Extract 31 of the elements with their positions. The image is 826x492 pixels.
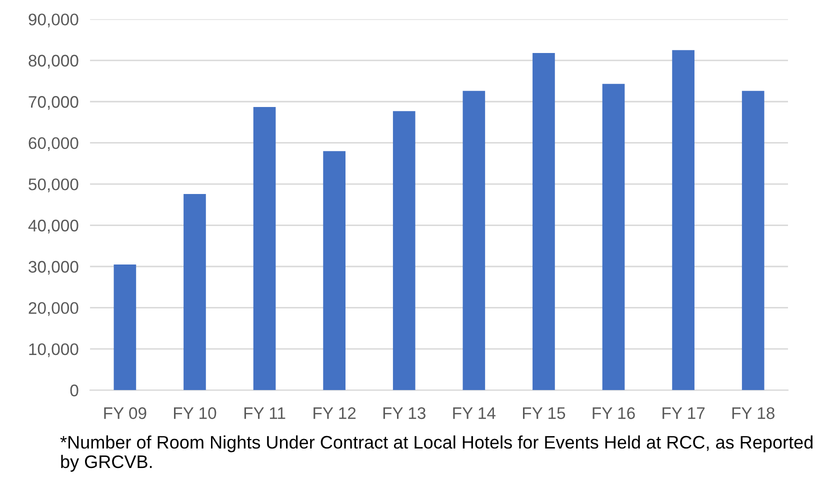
- y-tick-label: 60,000: [28, 137, 78, 152]
- x-tick-label: FY 12: [314, 407, 356, 419]
- y-tick-label: 50,000: [28, 178, 78, 192]
- bar: [253, 106, 276, 390]
- x-tick-label: FY 11: [244, 407, 286, 419]
- x-tick-label: FY 15: [522, 407, 566, 420]
- y-tick-label: 80,000: [28, 54, 78, 69]
- y-tick-label: 10,000: [29, 343, 78, 358]
- x-tick-label: FY 18: [732, 407, 774, 420]
- bar: [462, 90, 486, 390]
- x-tick-label: FY 09: [104, 407, 146, 420]
- y-tick-label: 70,000: [28, 96, 78, 110]
- x-tick-label: FY 17: [662, 407, 705, 419]
- x-tick-label: FY 14: [453, 407, 496, 419]
- y-tick-label: 40,000: [28, 220, 78, 234]
- x-tick-label: FY 10: [174, 407, 216, 420]
- y-tick-label: 0: [70, 384, 78, 396]
- x-tick-label: FY 16: [592, 407, 635, 420]
- y-tick-label: 30,000: [28, 260, 78, 275]
- bar: [392, 111, 416, 390]
- bar: [602, 84, 625, 390]
- y-tick-label: 20,000: [28, 302, 78, 316]
- bar: [114, 264, 136, 390]
- bar: [323, 151, 346, 390]
- bar: [672, 50, 694, 390]
- bar: [184, 194, 206, 390]
- x-tick-label: FY 13: [383, 407, 426, 420]
- bar: [742, 90, 764, 390]
- y-tick-label: 90,000: [28, 14, 78, 28]
- text: *Number of Room Nights Under Contract at Local Hotels for Events Held at RCC, as Reported by GRCVB.: [60, 435, 812, 472]
- bar: [532, 52, 555, 390]
